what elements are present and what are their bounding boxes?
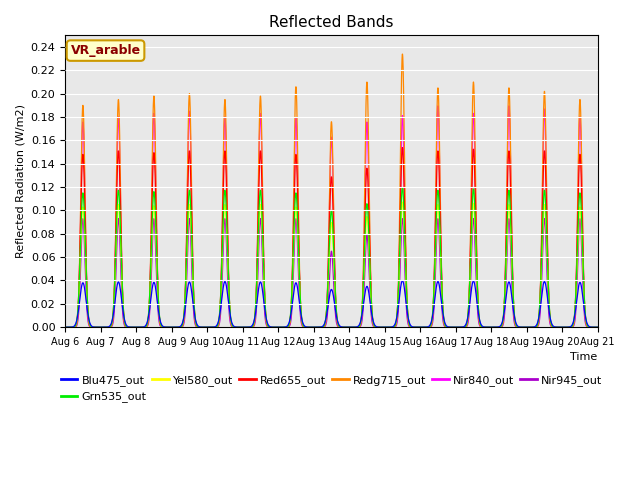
Red655_out: [593, 324, 601, 330]
Red655_out: [451, 324, 458, 330]
Grn535_out: [594, 324, 602, 330]
Nir840_out: [312, 324, 319, 330]
Redg715_out: [481, 324, 489, 330]
Grn535_out: [451, 324, 458, 330]
Blu475_out: [481, 324, 489, 330]
Blu475_out: [451, 324, 458, 330]
Grn535_out: [399, 185, 406, 191]
Grn535_out: [421, 324, 429, 330]
Grn535_out: [157, 322, 164, 327]
Blu475_out: [594, 324, 602, 330]
Red655_out: [312, 324, 319, 330]
Line: Nir840_out: Nir840_out: [65, 106, 598, 327]
Nir840_out: [505, 103, 513, 108]
Nir840_out: [61, 324, 69, 330]
Yel580_out: [61, 324, 69, 330]
Nir945_out: [481, 324, 489, 330]
Nir945_out: [593, 324, 601, 330]
Yel580_out: [399, 199, 406, 205]
Line: Redg715_out: Redg715_out: [65, 54, 598, 327]
Blu475_out: [593, 324, 601, 330]
Yel580_out: [594, 324, 602, 330]
Grn535_out: [593, 324, 601, 330]
Blu475_out: [399, 278, 406, 284]
Redg715_out: [451, 324, 458, 330]
Red655_out: [61, 324, 69, 330]
Nir840_out: [593, 324, 601, 330]
Line: Nir945_out: Nir945_out: [65, 218, 598, 327]
Redg715_out: [421, 324, 429, 330]
Line: Blu475_out: Blu475_out: [65, 281, 598, 327]
Redg715_out: [61, 324, 69, 330]
Nir945_out: [594, 324, 602, 330]
Yel580_out: [451, 324, 458, 330]
Nir945_out: [79, 216, 87, 221]
Redg715_out: [399, 51, 406, 57]
Line: Red655_out: Red655_out: [65, 147, 598, 327]
Redg715_out: [594, 324, 602, 330]
Nir945_out: [61, 324, 69, 330]
Line: Yel580_out: Yel580_out: [65, 202, 598, 327]
Title: Reflected Bands: Reflected Bands: [269, 15, 394, 30]
Nir945_out: [312, 324, 319, 330]
Yel580_out: [593, 324, 601, 330]
Red655_out: [481, 324, 489, 330]
Y-axis label: Reflected Radiation (W/m2): Reflected Radiation (W/m2): [15, 104, 25, 258]
Red655_out: [594, 324, 602, 330]
Nir840_out: [451, 324, 458, 330]
Redg715_out: [312, 324, 319, 330]
Grn535_out: [481, 324, 489, 330]
Blu475_out: [157, 320, 164, 326]
Redg715_out: [593, 324, 601, 330]
Blu475_out: [312, 324, 319, 330]
Red655_out: [157, 323, 164, 328]
Nir840_out: [594, 324, 602, 330]
Yel580_out: [312, 324, 319, 330]
X-axis label: Time: Time: [570, 352, 598, 362]
Grn535_out: [61, 324, 69, 330]
Nir945_out: [421, 324, 429, 330]
Nir840_out: [157, 323, 164, 329]
Nir840_out: [481, 324, 488, 330]
Yel580_out: [481, 324, 489, 330]
Line: Grn535_out: Grn535_out: [65, 188, 598, 327]
Nir945_out: [451, 324, 458, 330]
Grn535_out: [312, 324, 319, 330]
Nir945_out: [157, 324, 165, 330]
Nir840_out: [421, 324, 429, 330]
Blu475_out: [421, 324, 429, 330]
Text: VR_arable: VR_arable: [70, 44, 141, 57]
Legend: Blu475_out, Grn535_out, Yel580_out, Red655_out, Redg715_out, Nir840_out, Nir945_: Blu475_out, Grn535_out, Yel580_out, Red6…: [56, 371, 607, 407]
Yel580_out: [157, 322, 164, 327]
Yel580_out: [421, 324, 429, 330]
Redg715_out: [157, 323, 164, 329]
Red655_out: [399, 144, 406, 150]
Blu475_out: [61, 324, 69, 330]
Red655_out: [421, 324, 429, 330]
